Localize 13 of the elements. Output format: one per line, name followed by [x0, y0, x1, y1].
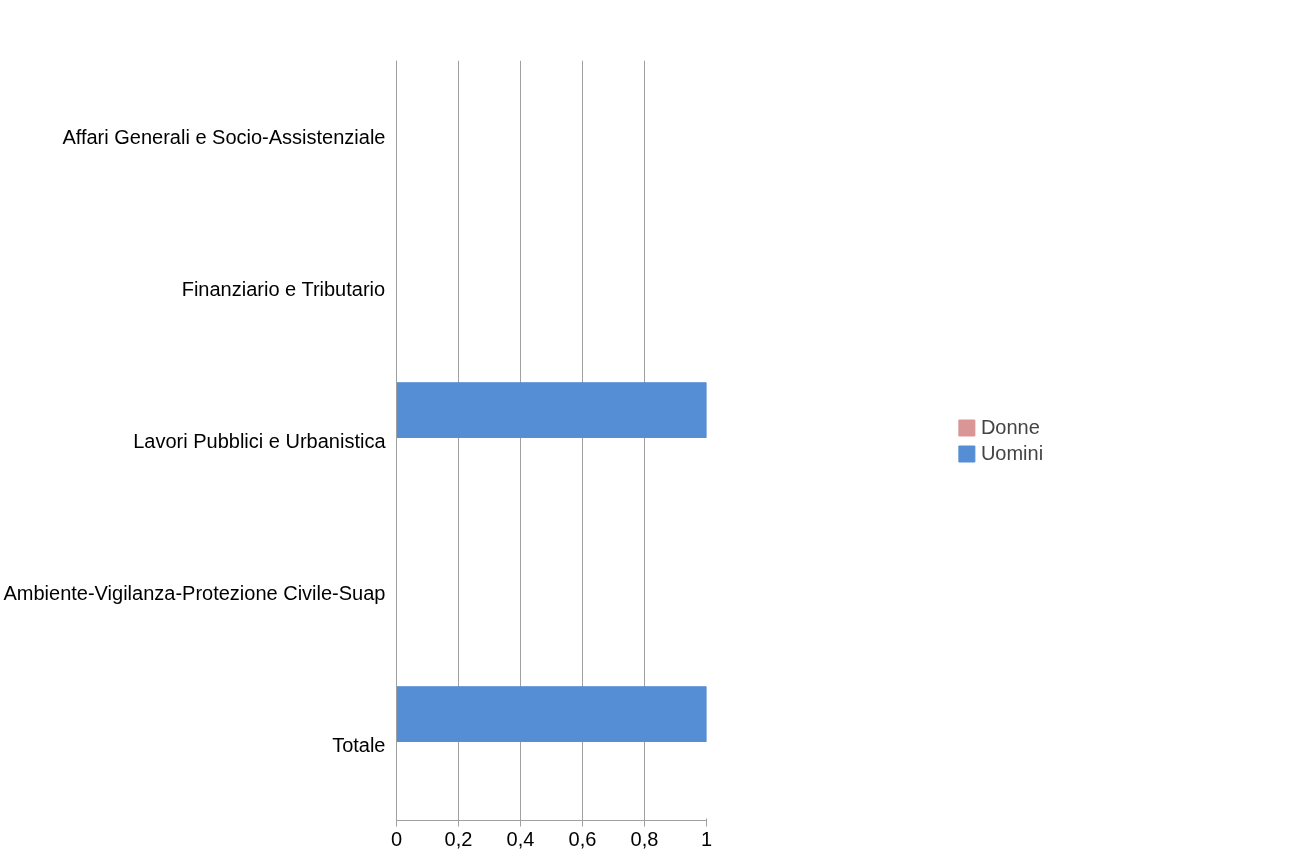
x-tick-label: 0,4: [506, 827, 535, 850]
legend-label: Uomini: [980, 441, 1044, 465]
y-tick-label: Totale: [332, 733, 386, 756]
y-tick-label: Lavori Pubblici e Urbanistica: [133, 429, 387, 452]
x-tick-label: 0,8: [630, 827, 659, 850]
x-tick-label: 1: [700, 827, 713, 850]
x-tick-label: 0: [390, 827, 403, 850]
x-tick-label: 0,6: [568, 827, 597, 850]
x-tick-label: 0,2: [444, 827, 473, 850]
y-tick-label: Affari Generali e Socio-Assistenziale: [62, 125, 386, 148]
legend-label: Donne: [980, 415, 1040, 439]
y-tick-label: Finanziario e Tributario: [181, 277, 386, 300]
y-tick-label: Ambiente-Vigilanza-Protezione Civile-Suap: [3, 581, 386, 604]
